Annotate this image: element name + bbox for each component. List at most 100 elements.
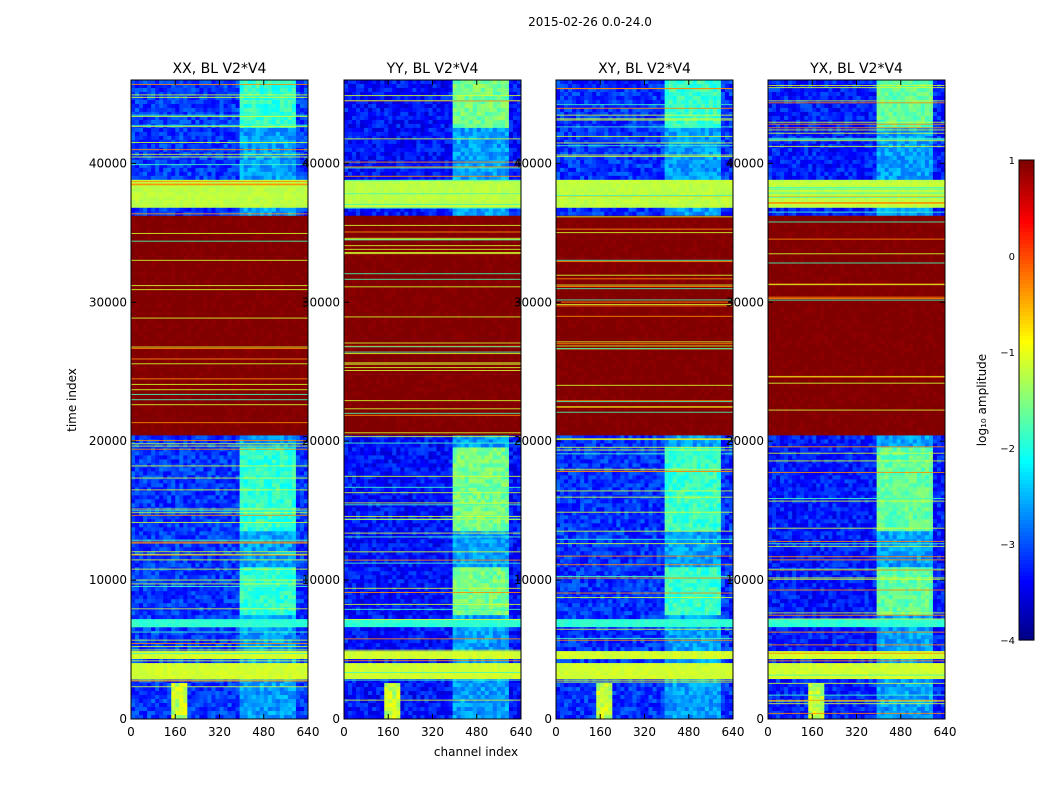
heatmap-image [131,80,308,719]
colorbar-step [1019,332,1034,337]
colorbar-step [1019,352,1034,357]
colorbar-step [1019,404,1034,409]
colorbar-step [1019,280,1034,285]
colorbar-step [1019,576,1034,581]
colorbar-step [1019,588,1034,593]
colorbar-step [1019,528,1034,533]
colorbar-step [1019,344,1034,349]
colorbar-step [1019,544,1034,549]
colorbar-step [1019,628,1034,633]
colorbar-step [1019,272,1034,277]
colorbar-step [1019,304,1034,309]
y-tick-label: 20000 [514,434,552,448]
colorbar-step [1019,204,1034,209]
colorbar-step [1019,444,1034,449]
y-tick-label: 0 [544,712,552,726]
y-tick-label: 0 [756,712,764,726]
colorbar-step [1019,168,1034,173]
y-axis-label: time index [65,368,79,432]
colorbar-step [1019,312,1034,317]
colorbar-step [1019,324,1034,329]
colorbar-step [1019,592,1034,597]
colorbar-step [1019,428,1034,433]
y-tick-label: 40000 [726,156,764,170]
colorbar-step [1019,508,1034,513]
colorbar-step [1019,184,1034,189]
colorbar-step [1019,308,1034,313]
colorbar-step [1019,296,1034,301]
colorbar-step [1019,364,1034,369]
panel-xy: XY, BL V2*V4 0 160 320 480 640 0 10000 20000 3000… [514,61,745,739]
x-tick-label: 320 [633,725,656,739]
colorbar-step [1019,512,1034,517]
colorbar-step [1019,456,1034,461]
y-tick-label: 40000 [514,156,552,170]
colorbar-step [1019,500,1034,505]
x-tick-label: 160 [164,725,187,739]
colorbar-step [1019,396,1034,401]
colorbar-step [1019,536,1034,541]
colorbar-step [1019,384,1034,389]
colorbar-step [1019,392,1034,397]
x-tick-label: 480 [465,725,488,739]
x-tick-label: 0 [552,725,560,739]
colorbar-step [1019,412,1034,417]
y-tick-label: 30000 [302,295,340,309]
colorbar-tick-label: 0 [1009,252,1015,263]
colorbar-step [1019,504,1034,509]
y-tick-label: 30000 [89,295,127,309]
colorbar-step [1019,240,1034,245]
x-tick-label: 320 [208,725,231,739]
colorbar-step [1019,232,1034,237]
colorbar-step [1019,476,1034,481]
x-tick-label: 160 [589,725,612,739]
colorbar-tick-label: −4 [1000,636,1015,647]
colorbar-step [1019,408,1034,413]
colorbar-step [1019,244,1034,249]
colorbar-step [1019,608,1034,613]
heatmap-image [556,80,733,719]
colorbar-step [1019,524,1034,529]
colorbar-step [1019,192,1034,197]
y-tick-label: 40000 [302,156,340,170]
colorbar-step [1019,496,1034,501]
colorbar-step [1019,328,1034,333]
colorbar-step [1019,468,1034,473]
colorbar-step [1019,348,1034,353]
x-tick-label: 0 [340,725,348,739]
colorbar-step [1019,300,1034,305]
colorbar-step [1019,464,1034,469]
colorbar-step [1019,452,1034,457]
colorbar-step [1019,252,1034,257]
panel-title: YY, BL V2*V4 [386,61,479,77]
colorbar-step [1019,188,1034,193]
y-tick-label: 0 [119,712,127,726]
colorbar-step [1019,424,1034,429]
y-tick-label: 40000 [89,156,127,170]
colorbar-step [1019,604,1034,609]
colorbar-step [1019,472,1034,477]
colorbar-tick-label: −3 [1000,540,1015,551]
colorbar-step [1019,356,1034,361]
x-tick-label: 640 [510,725,533,739]
panel-group: XX, BL V2*V4 0 160 320 480 640 0 10000 20000 3000… [89,61,957,739]
colorbar-step [1019,212,1034,217]
colorbar-step [1019,216,1034,221]
y-tick-label: 10000 [89,573,127,587]
colorbar-step [1019,172,1034,177]
x-tick-label: 640 [297,725,320,739]
y-tick-label: 10000 [302,573,340,587]
y-tick-label: 10000 [514,573,552,587]
colorbar-step [1019,376,1034,381]
y-tick-label: 20000 [89,434,127,448]
colorbar-step [1019,580,1034,585]
colorbar-step [1019,556,1034,561]
x-tick-label: 160 [801,725,824,739]
colorbar-step [1019,624,1034,629]
y-tick-label: 30000 [514,295,552,309]
panel-title: YX, BL V2*V4 [809,61,903,77]
x-tick-label: 640 [934,725,957,739]
colorbar-step [1019,636,1034,641]
colorbar-step [1019,176,1034,181]
